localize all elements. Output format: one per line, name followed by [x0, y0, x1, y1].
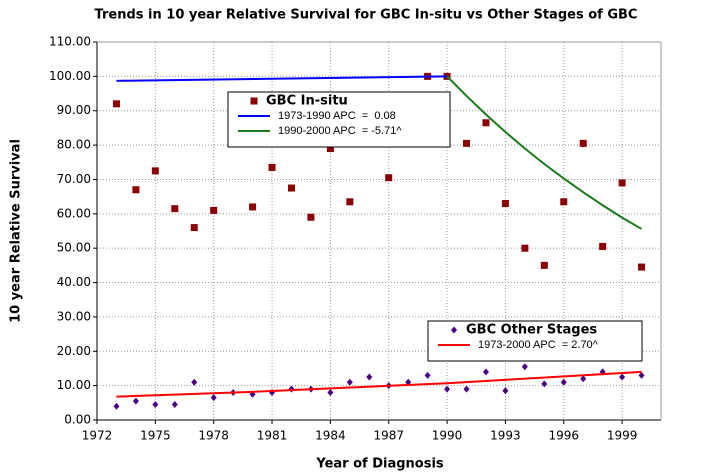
- data-point: [132, 186, 140, 194]
- data-point: [346, 198, 354, 206]
- data-point: [326, 145, 334, 153]
- data-point: [560, 198, 568, 206]
- y-axis-title: 10 year Relative Survival: [9, 139, 24, 323]
- data-point: [502, 387, 509, 395]
- data-point: [249, 203, 257, 211]
- data-point: [113, 402, 120, 410]
- data-point: [210, 394, 217, 402]
- trend-line: [116, 370, 642, 398]
- data-point: [385, 174, 393, 182]
- y-tick-label: 40.00: [57, 275, 91, 289]
- x-tick-label: 1987: [373, 429, 404, 443]
- data-point: [638, 263, 646, 271]
- legend-title: GBC In-situ: [266, 94, 348, 109]
- legend-title: GBC Other Stages: [466, 323, 597, 338]
- trend-line: [446, 75, 643, 230]
- data-point: [444, 385, 451, 393]
- data-point: [541, 380, 548, 388]
- legend-label: 1973-1990 APC = 0.08: [278, 110, 396, 122]
- data-point: [619, 373, 626, 381]
- data-point: [618, 179, 626, 187]
- x-tick-label: 1975: [140, 429, 171, 443]
- data-point: [346, 378, 353, 386]
- y-tick-label: 90.00: [57, 103, 91, 117]
- data-point: [599, 242, 607, 250]
- x-axis-title: Year of Diagnosis: [315, 457, 444, 472]
- data-point: [152, 401, 159, 409]
- data-point: [210, 206, 218, 214]
- data-point: [638, 371, 645, 379]
- x-tick-label: 1981: [257, 429, 288, 443]
- legend-box: [427, 320, 643, 362]
- data-point: [580, 375, 587, 383]
- data-point: [424, 371, 431, 379]
- data-point: [151, 167, 159, 175]
- y-tick-label: 0.00: [64, 413, 91, 427]
- x-tick-label: 1996: [548, 429, 579, 443]
- legend-marker: [250, 97, 258, 105]
- chart-title: Trends in 10 year Relative Survival for …: [95, 8, 638, 23]
- data-point: [268, 163, 276, 171]
- data-point: [112, 100, 120, 108]
- trend-line: [116, 75, 448, 82]
- legend-label: 1973-2000 APC = 2.70^: [478, 339, 599, 351]
- legend-marker: [451, 326, 457, 334]
- data-point: [327, 389, 334, 397]
- legend-box: [227, 91, 451, 148]
- data-point: [482, 119, 490, 127]
- y-tick-label: 80.00: [57, 138, 91, 152]
- data-point: [190, 224, 198, 232]
- y-tick-label: 30.00: [57, 309, 91, 323]
- data-point: [287, 184, 295, 192]
- x-tick-label: 1993: [490, 429, 521, 443]
- y-tick-label: 20.00: [57, 344, 91, 358]
- data-point: [540, 261, 548, 269]
- data-point: [560, 378, 567, 386]
- data-point: [521, 244, 529, 252]
- x-tick-label: 1999: [607, 429, 638, 443]
- data-point: [132, 397, 139, 405]
- data-point: [307, 213, 315, 221]
- y-tick-label: 70.00: [57, 172, 91, 186]
- y-tick-label: 110.00: [49, 35, 91, 49]
- x-tick-label: 1984: [315, 429, 346, 443]
- y-tick-label: 10.00: [57, 378, 91, 392]
- x-tick-label: 1972: [82, 429, 113, 443]
- y-tick-label: 50.00: [57, 241, 91, 255]
- legend-label: 1990-2000 APC = -5.71^: [278, 125, 402, 137]
- data-point: [171, 205, 179, 213]
- data-point: [366, 373, 373, 381]
- data-point: [171, 401, 178, 409]
- data-point: [579, 139, 587, 147]
- y-tick-label: 60.00: [57, 206, 91, 220]
- y-tick-label: 100.00: [49, 69, 91, 83]
- data-point: [191, 378, 198, 386]
- data-point: [463, 139, 471, 147]
- data-point: [501, 200, 509, 208]
- x-tick-label: 1990: [432, 429, 463, 443]
- data-point: [521, 363, 528, 371]
- x-tick-label: 1978: [198, 429, 229, 443]
- data-point: [482, 368, 489, 376]
- data-point: [463, 385, 470, 393]
